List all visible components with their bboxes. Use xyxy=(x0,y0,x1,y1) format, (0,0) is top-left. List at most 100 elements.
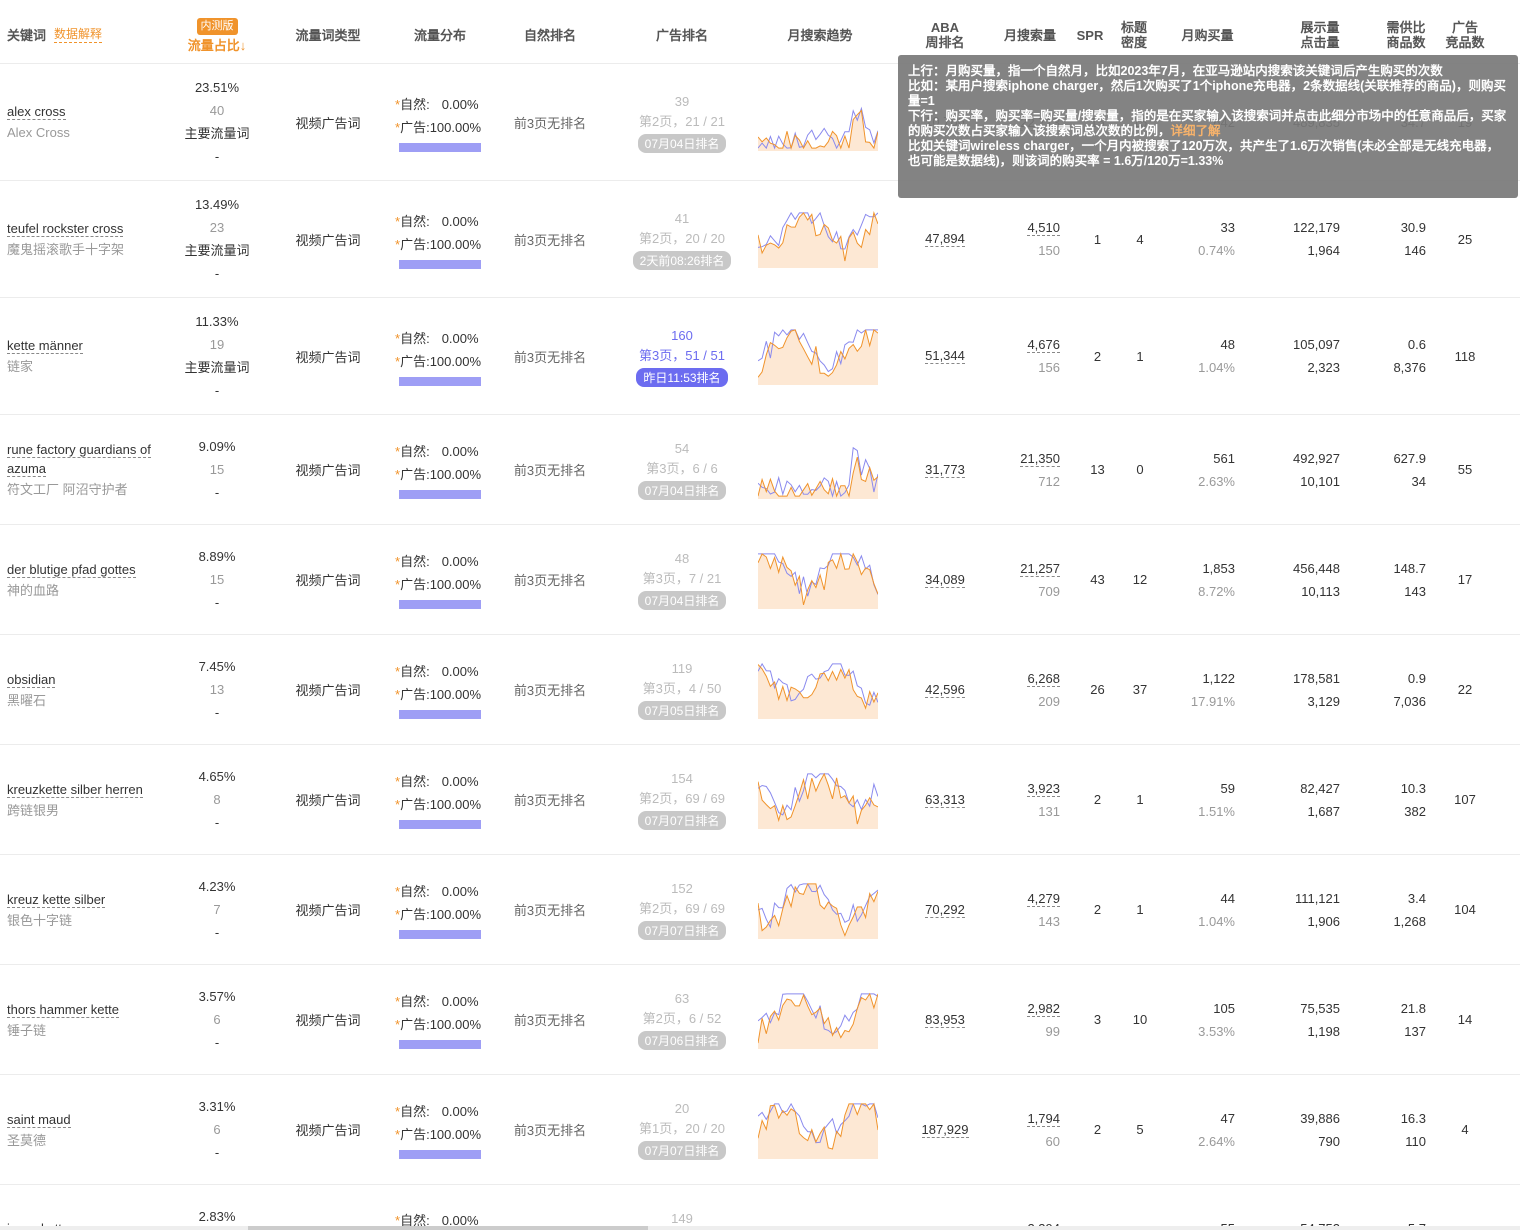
ad-rank-cell[interactable]: 41 第2页，20 / 20 2天前08:26排名 xyxy=(622,181,742,297)
header-ad-rank[interactable]: 广告排名 xyxy=(655,27,708,43)
aba-rank[interactable]: 47,894 xyxy=(905,181,985,297)
keyword-en[interactable]: rune factory guardians of azuma xyxy=(7,440,172,478)
aba-rank[interactable]: 34,089 xyxy=(905,525,985,634)
monthly-search-volume[interactable]: 2,982 xyxy=(1027,997,1060,1020)
header-demand-supply[interactable]: 需供比 商品数 xyxy=(1374,6,1438,64)
aba-rank[interactable]: 63,313 xyxy=(905,745,985,854)
trend-cell[interactable] xyxy=(756,745,880,854)
keyword-en-text[interactable]: obsidian xyxy=(7,671,56,688)
keyword-en[interactable]: alex cross xyxy=(7,102,172,121)
monthly-search-volume[interactable]: 1,794 xyxy=(1027,1107,1060,1130)
keyword-en-text[interactable]: der blutige pfad gottes xyxy=(7,561,136,578)
trend-cell[interactable] xyxy=(756,415,880,524)
keyword-en[interactable]: teufel rockster cross xyxy=(7,219,172,238)
monthly-search-value[interactable]: 2,982 xyxy=(1027,1000,1060,1017)
header-title-density[interactable]: 标题 密度 xyxy=(1114,6,1154,64)
monthly-search-value[interactable]: 4,510 xyxy=(1027,220,1060,236)
ad-rank-cell[interactable]: 39 第2页，21 / 21 07月04日排名 xyxy=(622,64,742,180)
aba-rank-value[interactable]: 63,313 xyxy=(925,791,965,808)
aba-rank[interactable]: 31,773 xyxy=(905,415,985,524)
dist-ad: *广告:100.00% xyxy=(395,683,490,706)
monthly-search-volume[interactable]: 4,510 xyxy=(1027,216,1060,239)
monthly-search-value[interactable]: 2,394 xyxy=(1027,1217,1060,1230)
aba-rank[interactable]: 70,292 xyxy=(905,855,985,964)
trend-cell[interactable] xyxy=(756,635,880,744)
monthly-search-volume[interactable]: 3,923 xyxy=(1027,777,1060,800)
trend-cell[interactable] xyxy=(756,965,880,1074)
keyword-en-text[interactable]: teufel rockster cross xyxy=(7,221,124,237)
scrollbar-thumb[interactable] xyxy=(248,1226,648,1230)
keyword-en-text[interactable]: alex cross xyxy=(7,104,66,120)
monthly-search-value[interactable]: 3,923 xyxy=(1027,780,1060,797)
monthly-search-value[interactable]: 21,350 xyxy=(1020,450,1060,467)
tooltip-more-link[interactable]: 详细了解 xyxy=(1170,124,1221,138)
keyword-en[interactable]: jesus kette xyxy=(7,1219,172,1230)
monthly-search-volume[interactable]: 6,268 xyxy=(1027,667,1060,690)
header-spr[interactable]: SPR xyxy=(1076,27,1104,43)
ad-rank-cell[interactable]: 149 xyxy=(622,1185,742,1230)
keyword-en[interactable]: der blutige pfad gottes xyxy=(7,560,172,579)
monthly-search-value[interactable]: 4,279 xyxy=(1027,890,1060,907)
horizontal-scrollbar[interactable] xyxy=(0,1226,1520,1230)
monthly-search-volume[interactable]: 21,257 xyxy=(1020,557,1060,580)
aba-rank-value[interactable]: 51,344 xyxy=(925,348,965,364)
data-explain-link[interactable]: 数据解释 xyxy=(54,27,103,43)
trend-cell[interactable] xyxy=(756,525,880,634)
traffic-share-dash: - xyxy=(214,815,220,830)
header-impressions[interactable]: 展示量 点击量 xyxy=(1285,6,1355,64)
ad-rank-cell[interactable]: 119 第3页，4 / 50 07月05日排名 xyxy=(622,635,742,744)
aba-rank[interactable]: 51,344 xyxy=(905,298,985,414)
aba-rank-value[interactable]: 83,953 xyxy=(925,1011,965,1028)
aba-rank-value[interactable]: 42,596 xyxy=(925,681,965,698)
header-natural-rank[interactable]: 自然排名 xyxy=(523,27,576,43)
keyword-en[interactable]: kreuz kette silber xyxy=(7,890,172,909)
keyword-en-text[interactable]: kreuzkette silber herren xyxy=(7,781,143,798)
ad-rank-cell[interactable]: 154 第2页，69 / 69 07月07日排名 xyxy=(622,745,742,854)
keyword-en[interactable]: thors hammer kette xyxy=(7,1000,172,1019)
header-aba-rank[interactable]: ABA 周排名 xyxy=(905,6,985,64)
aba-rank[interactable]: 42,596 xyxy=(905,635,985,744)
keyword-en-text[interactable]: saint maud xyxy=(7,1111,71,1128)
keyword-en[interactable]: kreuzkette silber herren xyxy=(7,780,172,799)
monthly-search-volume[interactable]: 21,350 xyxy=(1020,447,1060,470)
monthly-search-value[interactable]: 21,257 xyxy=(1020,560,1060,577)
ad-rank-cell[interactable]: 152 第2页，69 / 69 07月07日排名 xyxy=(622,855,742,964)
keyword-en[interactable]: obsidian xyxy=(7,670,172,689)
keyword-en[interactable]: kette männer xyxy=(7,336,172,355)
keyword-en-text[interactable]: jesus kette xyxy=(7,1221,70,1230)
monthly-search-volume[interactable]: 4,279 xyxy=(1027,887,1060,910)
monthly-search-value[interactable]: 4,676 xyxy=(1027,337,1060,353)
header-monthly-search[interactable]: 月搜索量 xyxy=(1003,27,1056,43)
aba-rank-value[interactable]: 34,089 xyxy=(925,571,965,588)
keyword-en-text[interactable]: kreuz kette silber xyxy=(7,891,106,908)
keyword-en[interactable]: saint maud xyxy=(7,1110,172,1129)
header-traffic-share[interactable]: 内测版 流量占比↓ xyxy=(172,6,262,64)
trend-cell[interactable] xyxy=(756,1075,880,1184)
aba-rank[interactable]: 187,929 xyxy=(905,1075,985,1184)
trend-cell[interactable] xyxy=(756,181,880,297)
traffic-share-pct: 13.49% xyxy=(194,197,240,212)
ad-rank-cell[interactable]: 20 第1页，20 / 20 07月07日排名 xyxy=(622,1075,742,1184)
monthly-search-volume[interactable]: 4,676 xyxy=(1027,333,1060,356)
ad-rank-cell[interactable]: 63 第2页，6 / 52 07月06日排名 xyxy=(622,965,742,1074)
trend-cell[interactable] xyxy=(756,64,880,180)
ad-rank-cell[interactable]: 54 第3页，6 / 6 07月04日排名 xyxy=(622,415,742,524)
aba-rank-value[interactable]: 187,929 xyxy=(921,1121,969,1138)
aba-rank-value[interactable]: 70,292 xyxy=(925,901,965,918)
trend-cell[interactable] xyxy=(756,855,880,964)
aba-rank-value[interactable]: 47,894 xyxy=(925,231,965,247)
keyword-en-text[interactable]: thors hammer kette xyxy=(7,1001,119,1018)
product-count: 146 xyxy=(1404,243,1426,258)
ad-rank-cell[interactable]: 48 第3页，7 / 21 07月04日排名 xyxy=(622,525,742,634)
keyword-en-text[interactable]: rune factory guardians of azuma xyxy=(7,442,151,477)
monthly-search-value[interactable]: 6,268 xyxy=(1027,670,1060,687)
trend-cell[interactable] xyxy=(756,298,880,414)
keyword-en-text[interactable]: kette männer xyxy=(7,338,83,354)
header-monthly-buy[interactable]: 月购买量 xyxy=(1181,27,1234,43)
monthly-search-value[interactable]: 1,794 xyxy=(1027,1110,1060,1127)
aba-rank[interactable]: 83,953 xyxy=(905,965,985,1074)
header-ad-count[interactable]: 广告 竞品数 xyxy=(1440,6,1490,64)
ad-rank-cell[interactable]: 160 第3页，51 / 51 昨日11:53排名 xyxy=(622,298,742,414)
ad-competitor-count: 22 xyxy=(1457,682,1473,697)
aba-rank-value[interactable]: 31,773 xyxy=(925,461,965,478)
